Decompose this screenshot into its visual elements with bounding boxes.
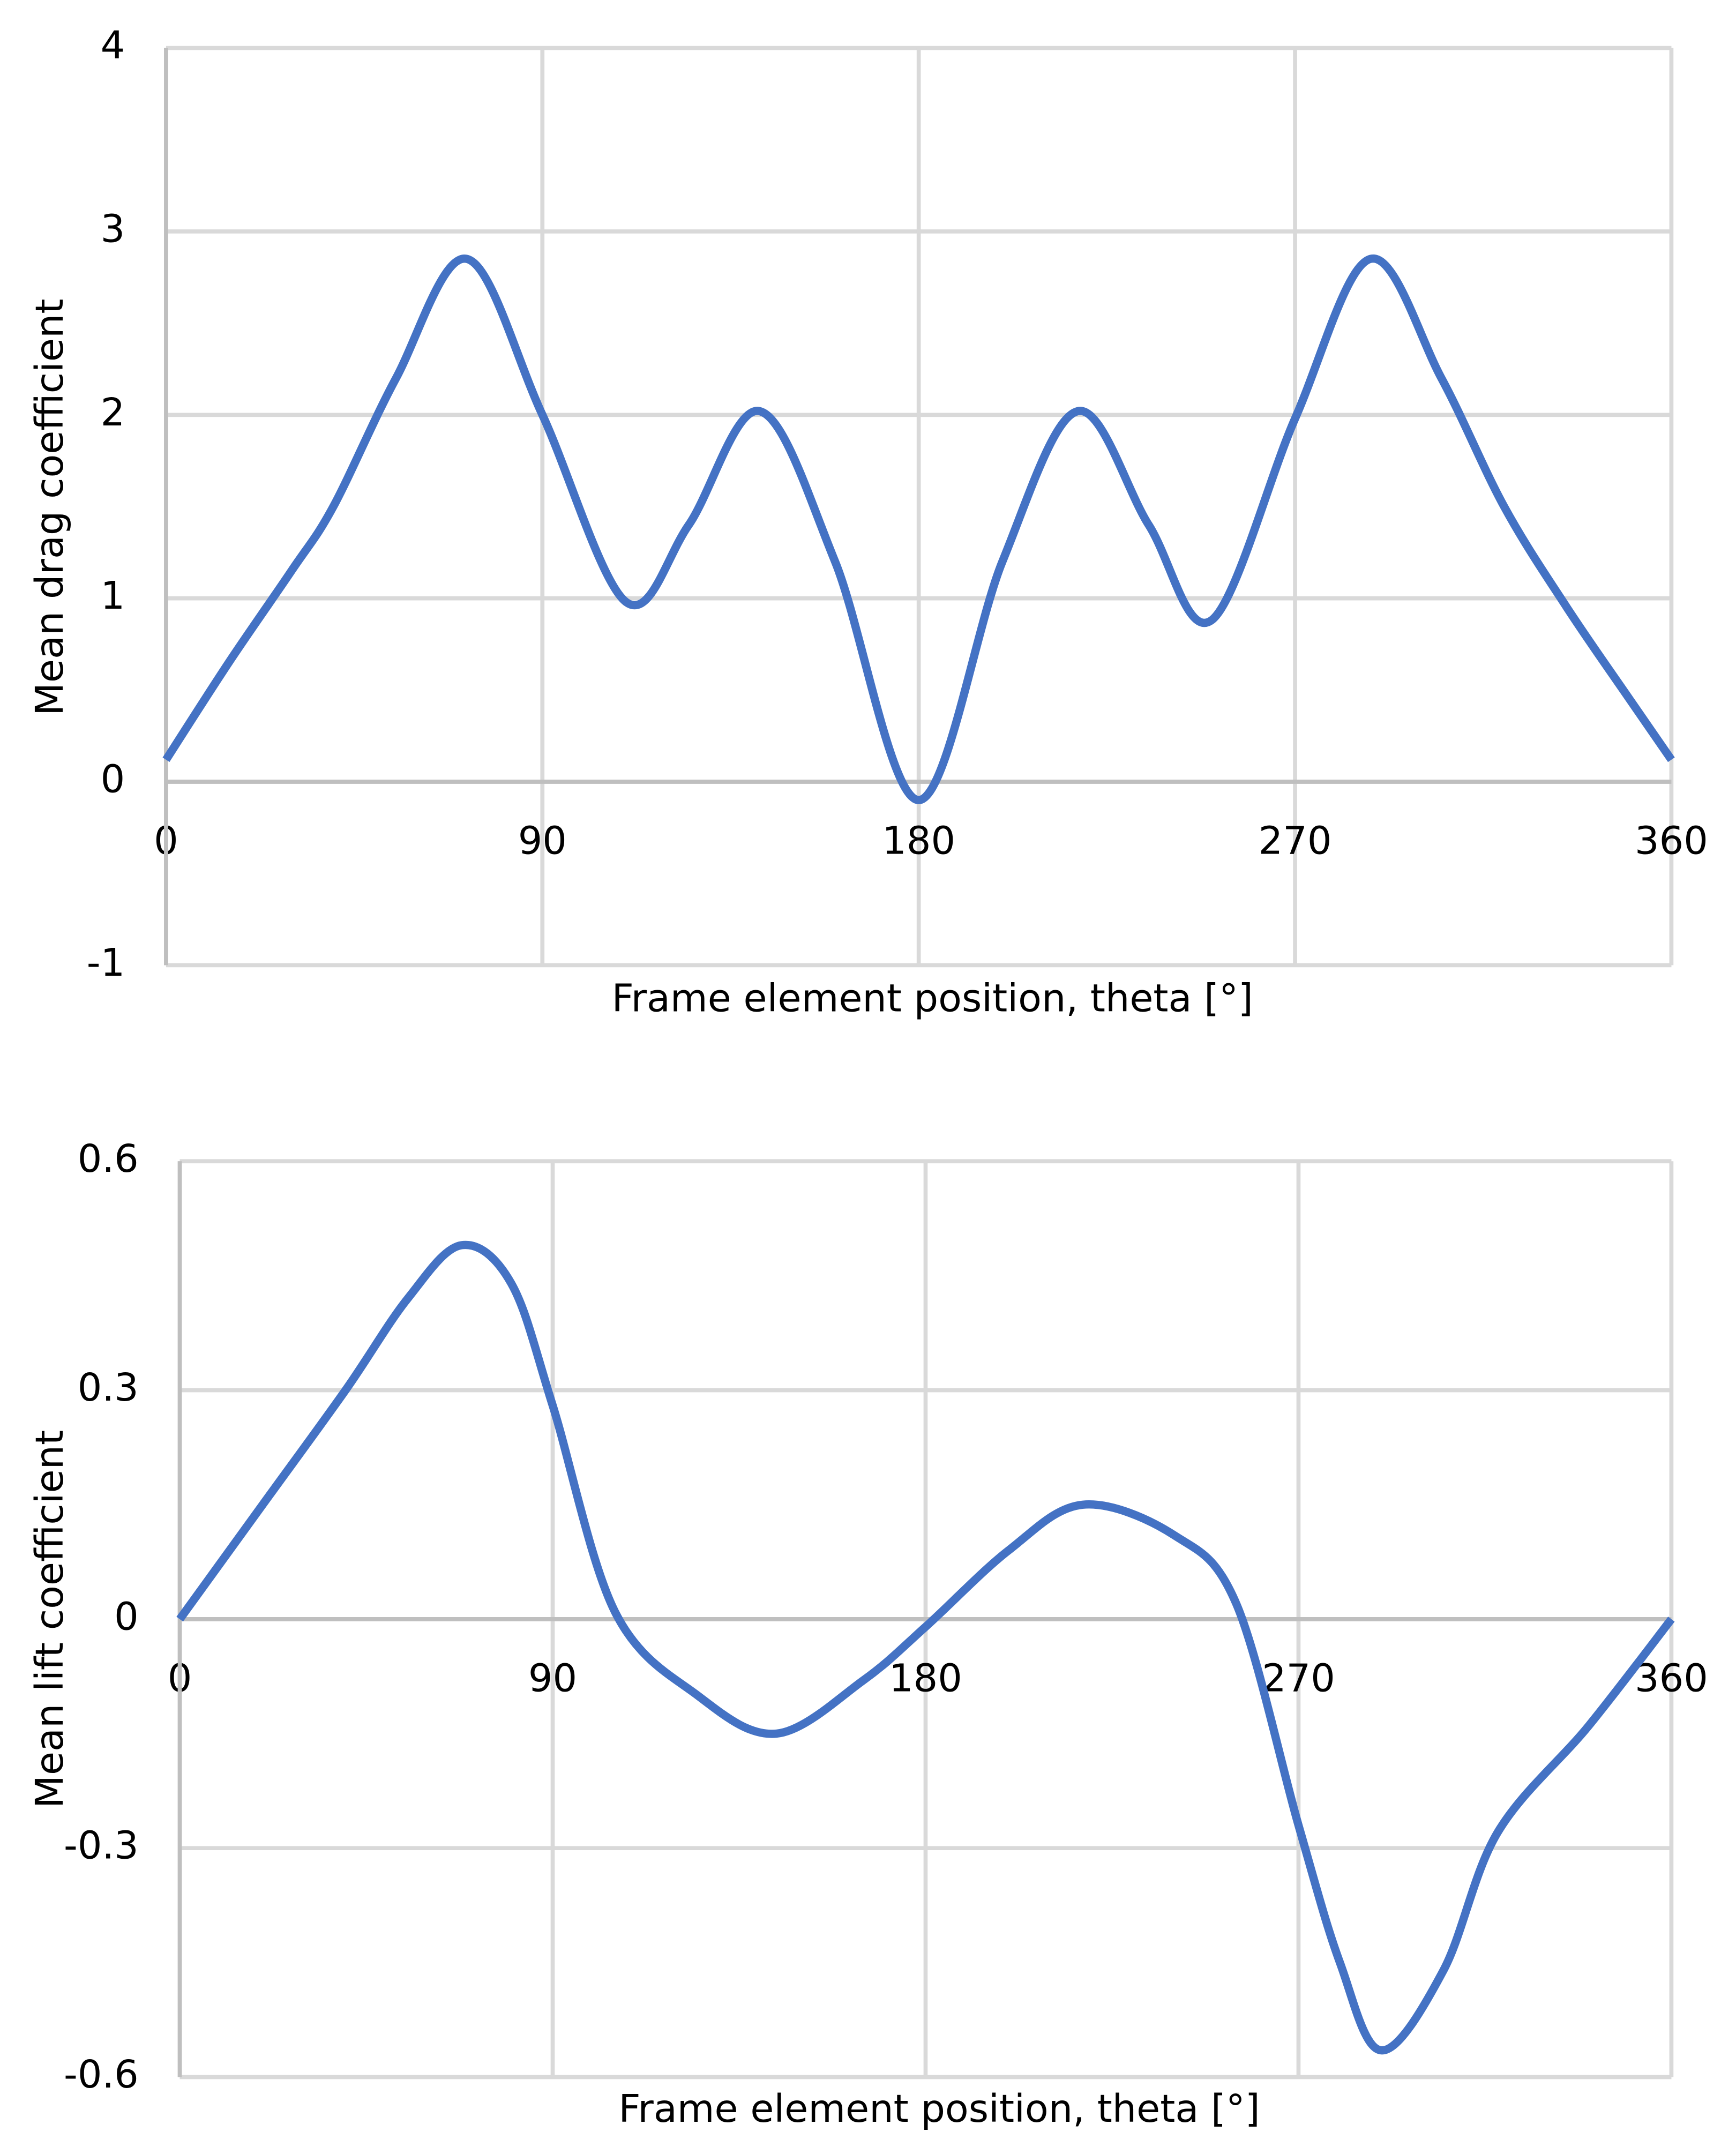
y-axis-label: Mean drag coefficient	[27, 299, 72, 716]
y-tick-label: 0	[101, 757, 125, 802]
x-tick-label: 360	[1635, 819, 1708, 863]
data-line	[176, 1240, 1675, 2055]
y-axis-label: Mean lift coefficient	[27, 1430, 72, 1808]
x-tick-label: 180	[889, 1656, 962, 1701]
y-tick-label: 0	[114, 1594, 139, 1639]
x-tick-label: 180	[882, 819, 955, 863]
x-axis-label: Frame element position, theta [°]	[612, 976, 1253, 1020]
x-tick-label: 90	[528, 1656, 577, 1701]
x-tick-label: 270	[1259, 819, 1332, 863]
x-tick-label: 360	[1635, 1656, 1708, 1701]
y-tick-label: -1	[87, 940, 125, 985]
x-tick-label: 270	[1262, 1656, 1335, 1701]
x-axis-label: Frame element position, theta [°]	[618, 2086, 1260, 2131]
data-line	[162, 255, 1675, 804]
y-tick-label: 0.3	[78, 1365, 139, 1410]
y-tick-label: 0.6	[78, 1136, 139, 1181]
y-tick-label: 4	[101, 23, 125, 68]
x-tick-label: 90	[518, 819, 567, 863]
y-tick-label: 2	[101, 390, 125, 435]
y-tick-label: -0.3	[64, 1823, 139, 1868]
y-tick-label: -0.6	[64, 2052, 139, 2097]
y-tick-label: 3	[101, 206, 125, 251]
y-tick-label: 1	[101, 573, 125, 618]
